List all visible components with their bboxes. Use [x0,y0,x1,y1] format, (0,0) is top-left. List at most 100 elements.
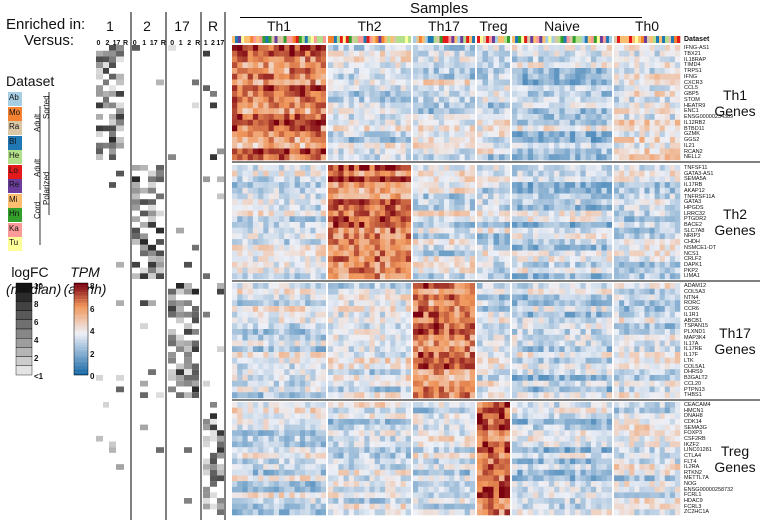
heatmap-cell [564,50,571,57]
heatmap-cell [449,311,455,318]
heatmap-cell [522,210,529,217]
heatmap-cell [580,222,586,228]
heatmap-cell [268,193,275,200]
heatmap-cell [359,68,365,75]
heatmap-cell [488,182,494,189]
heatmap-cell [242,204,248,211]
heatmap-cell [548,96,555,103]
heatmap-cell [405,306,412,313]
heatmap-cell [606,131,613,138]
heatmap-cell [569,329,576,336]
heatmap-cell [263,244,269,251]
heatmap-cell [438,210,445,217]
heatmap-cell [533,311,539,318]
heatmap-cell [299,85,306,92]
dataset-bar-cell [256,36,260,43]
heatmap-cell [299,329,306,336]
heatmap-cell [390,283,396,290]
heatmap-cell [320,346,327,353]
heatmap-cell [423,154,429,161]
heatmap-cell [258,227,264,234]
heatmap-cell [649,216,655,223]
heatmap-cell [333,369,339,376]
heatmap-cell [348,227,355,234]
heatmap-cell [379,300,386,307]
heatmap-cell [564,261,571,268]
heatmap-cell [258,85,264,92]
heatmap-cell [482,204,489,211]
heatmap-cell [315,340,322,347]
heatmap-cell [343,56,350,63]
heatmap-cell [469,392,476,399]
dataset-bar-cell [448,36,452,43]
heatmap-cell [464,187,471,194]
heatmap-cell [469,125,476,132]
heatmap-cell [596,317,602,324]
heatmap-cell [459,216,465,223]
heatmap-cell [444,193,450,200]
heatmap-cell [669,227,676,234]
heatmap-cell [305,50,311,57]
heatmap-cell [305,119,311,126]
heatmap-cell [548,311,555,318]
heatmap-cell [433,102,440,109]
heatmap-cell [433,334,440,341]
heatmap-cell [527,261,534,268]
heatmap-cell [385,363,391,370]
heatmap-cell [379,176,386,183]
heatmap-cell [299,317,306,324]
heatmap-cell [237,300,243,307]
heatmap-cell [423,142,429,149]
heatmap-cell [459,311,465,318]
heatmap-cell [395,62,401,69]
heatmap-cell [580,148,586,155]
heatmap-cell [428,380,434,387]
heatmap-cell [242,73,248,80]
heatmap-cell [418,267,424,274]
heatmap-cell [268,68,275,75]
heatmap-cell [242,256,248,263]
heatmap-cell [333,239,339,246]
heatmap-cell [504,96,511,103]
heatmap-cell [469,79,476,86]
heatmap-cell [328,239,334,246]
heatmap-cell [654,154,660,161]
heatmap-cell [477,357,483,364]
heatmap-cell [449,363,455,370]
heatmap-cell [644,73,650,80]
heatmap-cell [343,108,350,115]
heatmap-cell [289,250,295,257]
heatmap-cell [649,96,655,103]
heatmap-cell [364,182,370,189]
heatmap-cell [499,283,505,290]
heatmap-cell [469,261,476,268]
heatmap-cell [624,222,630,228]
heatmap-cell [263,329,269,336]
heatmap-cell [624,119,630,126]
dataset-bar-cell [665,36,669,43]
heatmap-cell [333,386,339,393]
heatmap-cell [464,73,471,80]
heatmap-cell [400,323,407,330]
heatmap-cell [614,73,620,80]
heatmap-cell [459,273,465,280]
heatmap-cell [649,193,655,200]
heatmap-cell [258,91,264,98]
heatmap-cell [533,165,539,171]
heatmap-cell [559,62,565,69]
heatmap-cell [390,187,396,194]
heatmap-cell [385,170,391,177]
heatmap-cell [428,154,434,161]
heatmap-cell [538,193,544,200]
heatmap-cell [268,294,275,301]
heatmap-cell [654,114,660,121]
heatmap-cell [624,170,630,177]
heatmap-cell [379,288,386,295]
heatmap-cell [674,137,681,144]
heatmap-cell [348,256,355,263]
heatmap-cell [268,283,275,290]
heatmap-cell [400,288,407,295]
heatmap-cell [252,323,259,330]
heatmap-cell [554,199,560,206]
heatmap-cell [482,216,489,223]
